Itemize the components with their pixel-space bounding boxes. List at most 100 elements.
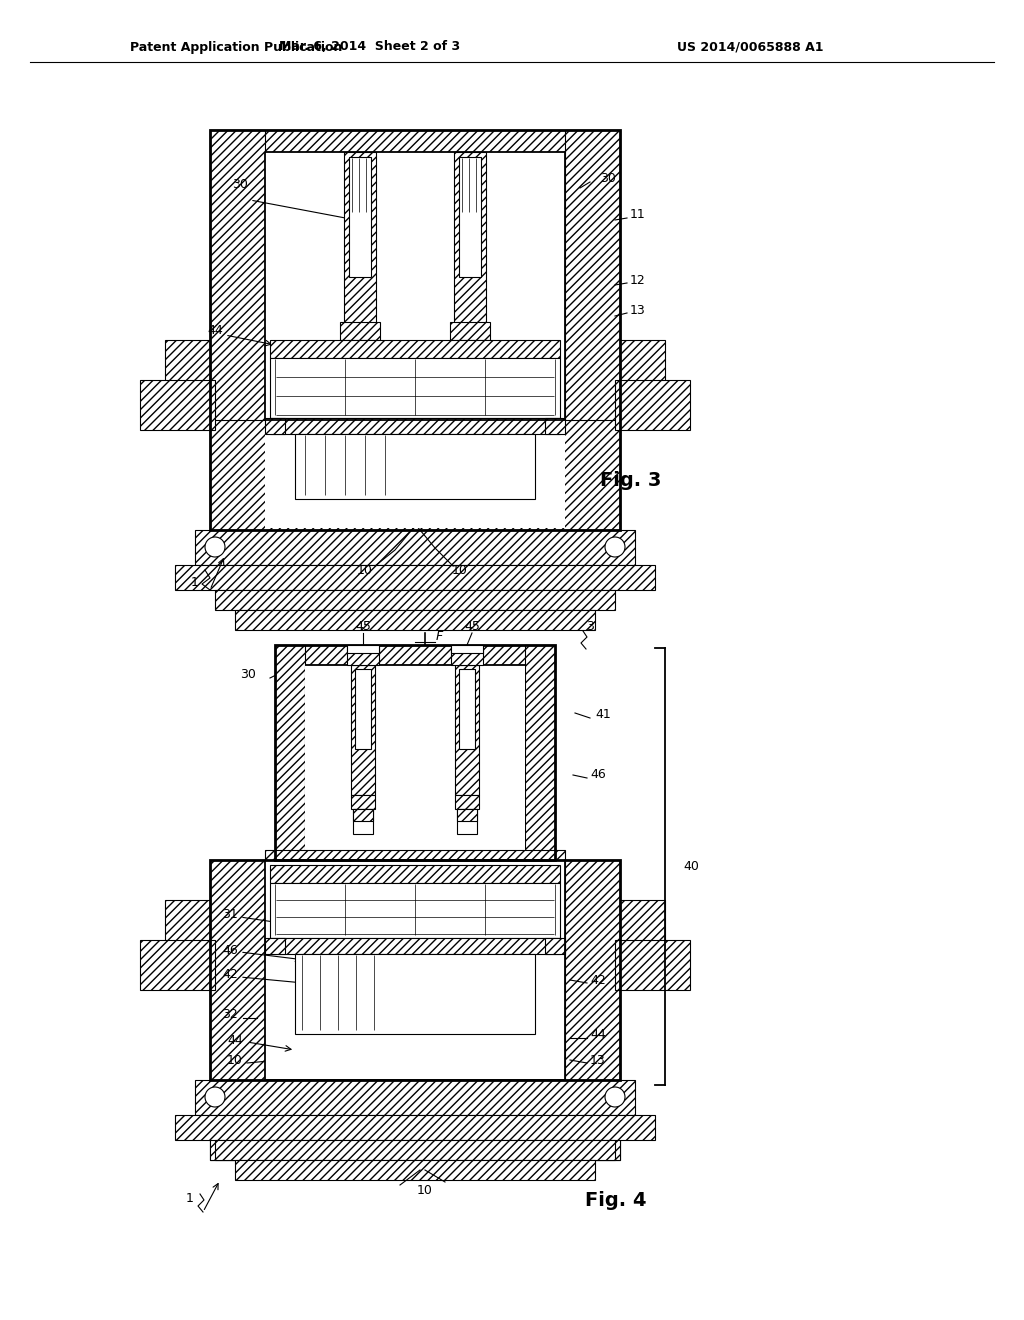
Bar — [455, 665, 479, 795]
Text: 41: 41 — [595, 709, 610, 722]
Bar — [451, 645, 483, 653]
Bar — [265, 939, 285, 954]
Text: 10: 10 — [357, 564, 373, 577]
Bar — [457, 809, 477, 834]
Bar — [270, 883, 560, 939]
Bar — [340, 322, 380, 341]
Text: 30: 30 — [232, 178, 248, 191]
Text: 46: 46 — [222, 944, 238, 957]
Text: 1: 1 — [186, 1192, 194, 1204]
Circle shape — [605, 537, 625, 557]
Text: 42: 42 — [222, 969, 238, 982]
Bar — [195, 1080, 635, 1115]
Text: 13: 13 — [590, 1053, 606, 1067]
Text: Patent Application Publication: Patent Application Publication — [130, 41, 342, 54]
Text: 42: 42 — [590, 974, 606, 986]
Bar — [451, 645, 483, 665]
Text: 44: 44 — [207, 323, 223, 337]
Bar — [351, 665, 375, 795]
Bar — [347, 645, 379, 665]
Bar — [265, 850, 565, 861]
Text: 10: 10 — [227, 1053, 243, 1067]
Bar — [620, 341, 665, 420]
Circle shape — [205, 537, 225, 557]
Bar — [210, 861, 620, 1080]
Text: 46: 46 — [590, 768, 606, 781]
Bar — [270, 341, 560, 358]
Bar — [275, 645, 305, 861]
Bar — [270, 418, 560, 434]
Text: Fig. 3: Fig. 3 — [600, 470, 662, 490]
Bar — [140, 940, 215, 990]
Bar — [215, 1140, 615, 1160]
Bar — [459, 157, 481, 277]
Bar — [234, 610, 595, 630]
Bar — [265, 418, 285, 434]
Bar — [265, 861, 565, 1080]
Text: 30: 30 — [240, 668, 256, 681]
Bar — [140, 380, 215, 430]
Text: Fig. 4: Fig. 4 — [585, 1191, 646, 1209]
Bar — [455, 795, 479, 809]
Bar — [270, 865, 560, 883]
Text: 11: 11 — [630, 209, 646, 222]
Text: 12: 12 — [630, 273, 646, 286]
Bar — [347, 645, 379, 653]
Bar — [355, 669, 371, 748]
Bar — [295, 954, 535, 1034]
Bar — [353, 809, 373, 834]
Text: US 2014/0065888 A1: US 2014/0065888 A1 — [677, 41, 823, 54]
Bar — [615, 940, 690, 990]
Bar — [349, 157, 371, 277]
Text: F: F — [435, 631, 442, 644]
Bar — [454, 152, 486, 327]
Bar — [210, 1080, 620, 1160]
Bar — [210, 420, 620, 531]
Bar — [459, 669, 475, 748]
Bar — [351, 795, 375, 809]
Bar — [175, 1115, 655, 1140]
Text: 10: 10 — [452, 564, 468, 577]
Circle shape — [205, 1086, 225, 1107]
Bar — [165, 900, 210, 979]
Text: 10: 10 — [417, 1184, 433, 1196]
Text: 45: 45 — [355, 620, 371, 634]
Bar — [165, 341, 210, 420]
Text: 45: 45 — [464, 620, 480, 634]
Bar — [545, 939, 565, 954]
Bar — [210, 861, 265, 1160]
Bar — [275, 645, 555, 665]
Bar — [450, 322, 490, 341]
Text: 31: 31 — [222, 908, 238, 921]
Text: 32: 32 — [222, 1008, 238, 1022]
Bar — [565, 861, 620, 1160]
Bar — [175, 565, 655, 590]
Bar — [265, 152, 565, 528]
Bar — [210, 129, 620, 152]
Bar — [305, 665, 525, 861]
Text: 13: 13 — [630, 304, 646, 317]
Circle shape — [605, 1086, 625, 1107]
Bar — [615, 380, 690, 430]
Bar — [457, 809, 477, 821]
Text: 44: 44 — [590, 1028, 606, 1041]
Bar — [565, 129, 620, 531]
Bar — [344, 152, 376, 327]
Text: 30: 30 — [600, 172, 615, 185]
Bar — [215, 590, 615, 610]
Bar — [270, 939, 560, 954]
Bar — [210, 129, 265, 531]
Text: 3: 3 — [586, 620, 594, 634]
Bar — [620, 900, 665, 979]
Bar — [195, 531, 635, 565]
Bar — [210, 129, 620, 531]
Bar — [270, 358, 560, 418]
Text: Mar. 6, 2014  Sheet 2 of 3: Mar. 6, 2014 Sheet 2 of 3 — [280, 41, 461, 54]
Bar — [545, 418, 565, 434]
Bar — [275, 645, 555, 861]
Text: 1: 1 — [191, 576, 199, 589]
Bar — [353, 809, 373, 821]
Text: 44: 44 — [227, 1034, 243, 1047]
Bar — [234, 1160, 595, 1180]
Bar — [295, 434, 535, 499]
